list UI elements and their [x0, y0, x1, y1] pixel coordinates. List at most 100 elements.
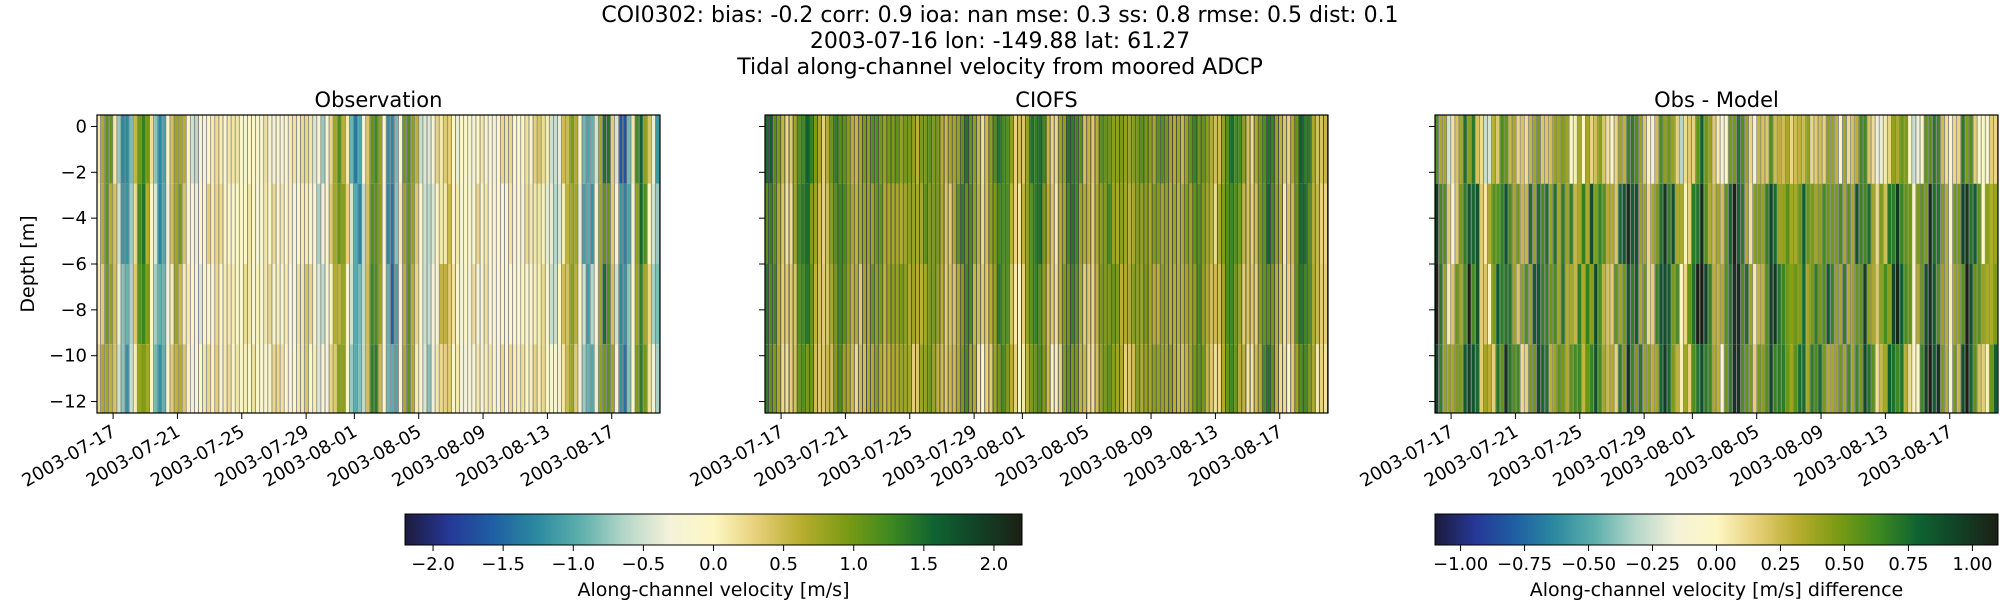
heatmap-gap: [1519, 115, 1521, 413]
heatmap-cell: [1050, 115, 1054, 184]
heatmap-cell: [390, 344, 394, 413]
heatmap-gap: [1772, 115, 1774, 413]
heatmap-gap: [340, 115, 342, 413]
heatmap-gap: [1139, 115, 1141, 413]
heatmap-gap: [1131, 115, 1133, 413]
heatmap-cell: [606, 264, 611, 345]
heatmap-cell: [1687, 344, 1692, 413]
heatmap-cell: [154, 115, 158, 184]
heatmap-gap: [1956, 115, 1958, 413]
heatmap-cell: [1834, 344, 1838, 413]
heatmap-gap: [1495, 115, 1497, 413]
heatmap-cell: [451, 344, 456, 413]
heatmap-cell: [1798, 115, 1802, 184]
heatmap-cell: [1626, 264, 1630, 345]
heatmap-cell: [170, 264, 174, 345]
heatmap-cell: [1030, 115, 1034, 184]
heatmap-cell: [1900, 115, 1904, 184]
heatmap-cell: [133, 344, 137, 413]
heatmap-cell: [349, 115, 354, 184]
heatmap-cell: [797, 183, 801, 264]
heatmap-cell: [125, 115, 129, 184]
heatmap-cell: [1887, 264, 1892, 345]
heatmap-cell: [1189, 115, 1193, 184]
heatmap-cell: [635, 115, 639, 184]
heatmap-cell: [268, 264, 272, 345]
heatmap-cell: [834, 264, 838, 345]
heatmap-cell: [1001, 115, 1005, 184]
heatmap-cell: [1483, 115, 1488, 184]
heatmap-cell: [822, 264, 826, 345]
heatmap-cell: [174, 344, 178, 413]
heatmap-cell: [1810, 183, 1814, 264]
heatmap-cell: [781, 344, 785, 413]
heatmap-cell: [1013, 115, 1018, 184]
heatmap-gap: [626, 115, 628, 413]
heatmap-cell: [1209, 115, 1213, 184]
heatmap-cell: [1242, 183, 1246, 264]
heatmap-gap: [1094, 115, 1096, 413]
heatmap-cell: [834, 115, 838, 184]
heatmap-gap: [1041, 115, 1043, 413]
heatmap-cell: [260, 344, 264, 413]
heatmap-cell: [1508, 264, 1512, 345]
heatmap-cell: [834, 183, 838, 264]
heatmap-cell: [194, 264, 199, 345]
heatmap-cell: [553, 264, 558, 345]
heatmap-cell: [854, 264, 858, 345]
heatmap-cell: [1095, 183, 1099, 264]
heatmap-cell: [141, 183, 146, 264]
heatmap-gap: [642, 115, 644, 413]
heatmap-cell: [484, 115, 488, 184]
heatmap-gap: [1935, 115, 1937, 413]
heatmap-cell: [553, 183, 558, 264]
heatmap-cell: [1311, 183, 1315, 264]
heatmap-cell: [1070, 183, 1075, 264]
heatmap-cell: [920, 115, 924, 184]
heatmap-cell: [145, 264, 150, 345]
heatmap-gap: [935, 115, 937, 413]
heatmap-cell: [651, 115, 656, 184]
heatmap-cell: [517, 344, 521, 413]
heatmap-cell: [1459, 344, 1463, 413]
heatmap-cell: [374, 264, 378, 345]
heatmap-gap: [1053, 115, 1055, 413]
heatmap-cell: [1692, 264, 1696, 345]
heatmap-gap: [1952, 115, 1954, 413]
heatmap-gap: [1662, 115, 1664, 413]
heatmap-cell: [1659, 264, 1663, 345]
heatmap-cell: [1961, 264, 1965, 345]
heatmap-gap: [902, 115, 904, 413]
heatmap-cell: [1439, 264, 1443, 345]
heatmap-cell: [178, 264, 182, 345]
heatmap-gap: [1025, 115, 1027, 413]
heatmap-cell: [492, 115, 496, 184]
heatmap-cell: [1696, 183, 1700, 264]
heatmap-cell: [1164, 115, 1168, 184]
heatmap-cell: [1614, 115, 1618, 184]
heatmap-cell: [419, 344, 423, 413]
heatmap-cell: [1230, 115, 1234, 184]
heatmap-cell: [1806, 264, 1810, 345]
heatmap-cell: [1842, 115, 1847, 184]
heatmap-cell: [1221, 183, 1226, 264]
heatmap-gap: [1503, 115, 1505, 413]
heatmap-cell: [964, 115, 969, 184]
heatmap-gap: [495, 115, 497, 413]
heatmap-gap: [1249, 115, 1251, 413]
heatmap-cell: [1724, 344, 1728, 413]
heatmap-cell: [813, 344, 818, 413]
heatmap-cell: [1144, 264, 1148, 345]
heatmap-cell: [1467, 344, 1471, 413]
heatmap-cell: [1626, 115, 1630, 184]
heatmap-cell: [1638, 344, 1643, 413]
heatmap-cell: [243, 264, 248, 345]
heatmap-cell: [1692, 115, 1696, 184]
heatmap-cell: [317, 115, 321, 184]
heatmap-cell: [394, 183, 398, 264]
heatmap-cell: [162, 183, 166, 264]
y-tick-label: −6: [60, 254, 87, 275]
heatmap-cell: [826, 115, 830, 184]
heatmap-gap: [1805, 115, 1807, 413]
heatmap-cell: [822, 115, 826, 184]
